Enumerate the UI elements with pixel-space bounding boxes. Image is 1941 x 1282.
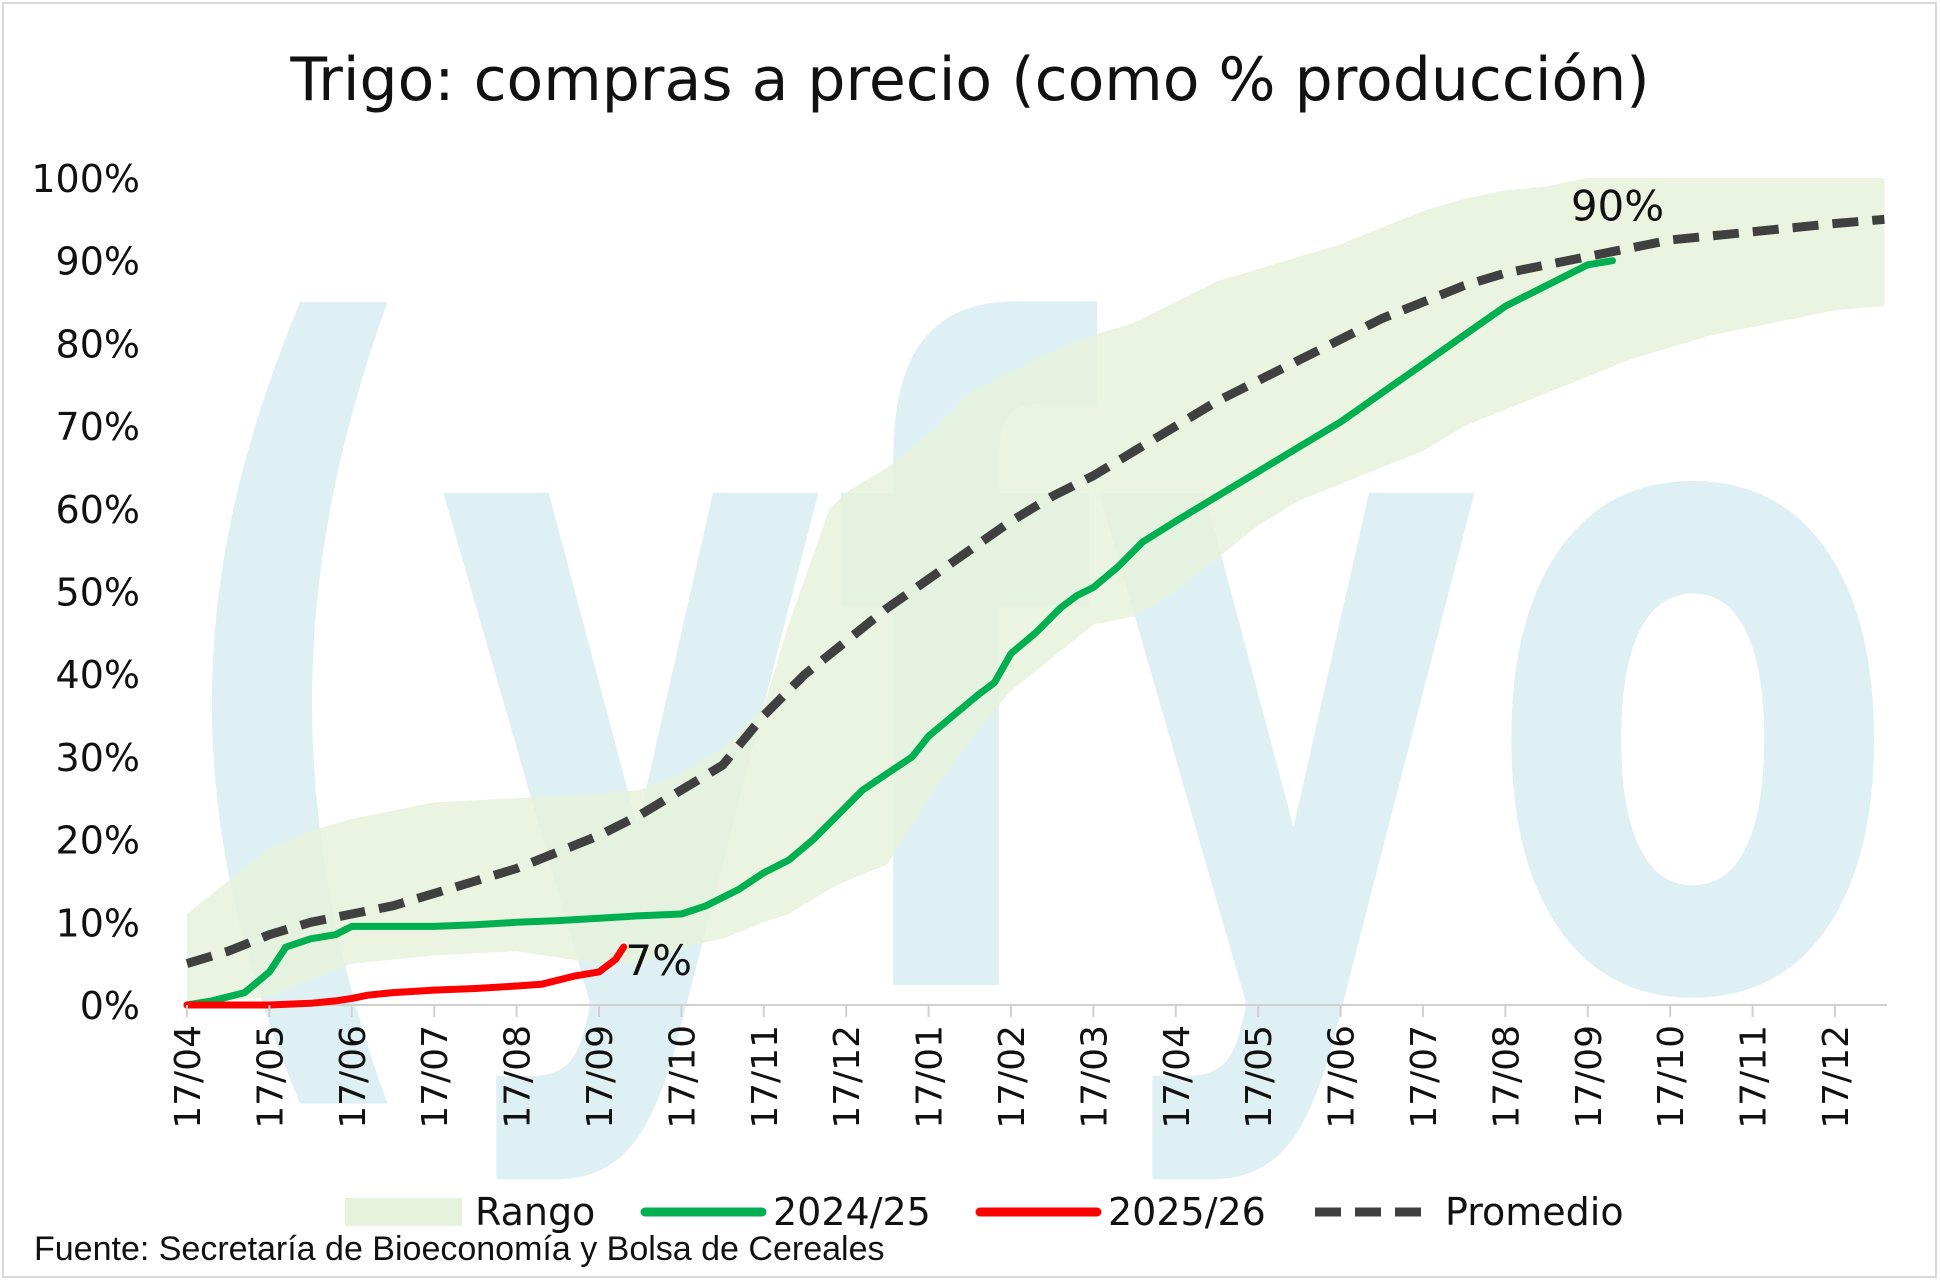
series-2025-26-line xyxy=(183,943,628,1009)
x-tick-label: 17/10 xyxy=(662,1025,703,1129)
x-tick-label: 17/07 xyxy=(1404,1025,1445,1129)
legend-label: 2024/25 xyxy=(773,1190,931,1234)
y-axis: 0% 10% 20% 30% 40% 50% 60% 70% 80% 90% 100% xyxy=(31,157,140,1028)
y-tick-label: 90% xyxy=(56,240,140,284)
annotations: 90% 7% xyxy=(625,182,1664,985)
legend-item: 2025/26 xyxy=(975,1190,1266,1234)
x-tick-label: 17/04 xyxy=(168,1025,209,1129)
series-2024-25-line xyxy=(183,257,1616,1009)
legend: Rango 2024/25 2025/26 Promedio xyxy=(345,1190,1624,1234)
y-tick-label: 0% xyxy=(80,984,140,1028)
y-tick-label: 40% xyxy=(56,653,140,697)
x-tick-label: 17/02 xyxy=(992,1025,1033,1129)
x-tick-label: 17/10 xyxy=(1651,1025,1692,1129)
x-tick-label: 17/08 xyxy=(1486,1025,1527,1129)
x-tick-label: 17/11 xyxy=(1734,1025,1775,1129)
x-axis: 17/04 17/05 17/06 17/07 17/08 17/09 17/10 17/11… xyxy=(168,1005,1857,1129)
source-note: Fuente: Secretaría de Bioeconomía y Bols… xyxy=(34,1230,884,1268)
series-promedio-line xyxy=(185,214,1885,968)
x-tick-label: 17/09 xyxy=(1569,1025,1610,1129)
legend-label: 2025/26 xyxy=(1108,1190,1266,1234)
y-tick-label: 100% xyxy=(31,157,140,201)
x-tick-label: 17/08 xyxy=(498,1025,539,1129)
legend-item: 2024/25 xyxy=(640,1190,931,1234)
x-tick-label: 17/05 xyxy=(250,1025,291,1129)
x-tick-label: 17/11 xyxy=(745,1025,786,1129)
x-tick-label: 17/12 xyxy=(1816,1025,1857,1129)
x-tick-label: 17/06 xyxy=(1322,1025,1363,1129)
y-tick-label: 30% xyxy=(56,736,140,780)
x-tick-label: 17/06 xyxy=(333,1025,374,1129)
x-tick-label: 17/12 xyxy=(827,1025,868,1129)
legend-label: Promedio xyxy=(1445,1190,1624,1234)
legend-item: Promedio xyxy=(1315,1190,1624,1234)
y-tick-label: 50% xyxy=(56,571,140,615)
y-tick-label: 60% xyxy=(56,488,140,532)
x-tick-label: 17/04 xyxy=(1157,1025,1198,1129)
annotation-label: 90% xyxy=(1571,182,1664,231)
annotation-label: 7% xyxy=(625,936,692,985)
chart-title: Trigo: compras a precio (como % producci… xyxy=(289,45,1649,115)
y-tick-label: 70% xyxy=(56,405,140,449)
x-tick-label: 17/09 xyxy=(580,1025,621,1129)
legend-swatch-rango xyxy=(345,1198,462,1226)
legend-label: Rango xyxy=(475,1190,595,1234)
y-tick-label: 10% xyxy=(56,901,140,945)
y-tick-label: 20% xyxy=(56,819,140,863)
x-tick-label: 17/05 xyxy=(1239,1025,1280,1129)
x-tick-label: 17/07 xyxy=(415,1025,456,1129)
x-tick-label: 17/03 xyxy=(1074,1025,1115,1129)
plot-area xyxy=(183,178,1887,1009)
x-tick-label: 17/01 xyxy=(910,1025,951,1129)
legend-item: Rango xyxy=(345,1190,595,1234)
series-rango-band xyxy=(187,178,1885,1005)
y-tick-label: 80% xyxy=(56,322,140,366)
